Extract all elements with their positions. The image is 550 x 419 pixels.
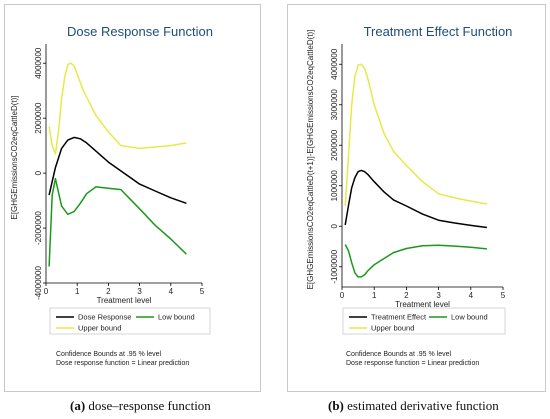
x-tick-label: 4 <box>469 291 474 300</box>
legend-label: Upper bound <box>371 324 414 333</box>
series-line-dose-response <box>48 136 187 205</box>
series-line-upper-bound <box>344 63 488 207</box>
x-tick-label: 0 <box>44 287 49 296</box>
y-tick-label: 4000000 <box>330 48 339 80</box>
legend-label: Dose Response <box>78 313 131 322</box>
y-tick-label: 1000000 <box>330 170 339 202</box>
legend-label: Treatment Effect <box>371 313 427 322</box>
y-tick-label: 2000000 <box>330 129 339 161</box>
legend-label: Low bound <box>451 313 488 322</box>
series-line-upper-bound <box>48 62 187 155</box>
x-tick-label: 1 <box>372 291 377 300</box>
panel-dose-response: Dose Response Function 0 1 2 3 4 5 -4000000 -20… <box>0 0 265 392</box>
x-tick-label: 3 <box>436 291 441 300</box>
caption-a-text: dose–response function <box>85 398 211 413</box>
y-axis-title: E[GHGEmissionsCO2eqCattleD(t+1)]-E[GHGEm… <box>306 30 315 290</box>
legend-label: Upper bound <box>78 324 121 333</box>
series-line-treatment-effect <box>344 169 487 229</box>
caption-a: (a) dose–response function <box>70 398 211 414</box>
plot-area: 0 1 2 3 4 5 -4000000 -2000000 0 2000000 4000000 Tre… <box>10 44 205 305</box>
y-tick-label: 2000000 <box>34 102 43 134</box>
chart-title: Treatment Effect Function <box>364 24 513 39</box>
x-tick-label: 2 <box>106 287 111 296</box>
chart-title: Dose Response Function <box>67 24 213 39</box>
x-tick-label: 1 <box>75 287 80 296</box>
x-tick-label: 5 <box>200 287 205 296</box>
legend: Treatment Effect Low bound Upper bound <box>342 307 506 335</box>
chart-note-function: Dose response function = Linear predicti… <box>346 360 480 367</box>
x-tick-label: 0 <box>340 291 345 300</box>
x-axis-title: Treatment level <box>97 296 152 305</box>
y-tick-label: -2000000 <box>34 211 43 245</box>
dose-response-chart: Dose Response Function 0 1 2 3 4 5 -4000000 -20… <box>10 24 213 335</box>
legend-label: Low bound <box>158 313 195 322</box>
x-axis-title: Treatment level <box>395 300 450 309</box>
chart-note-confidence: Confidence Bounds at .95 % level <box>346 351 452 358</box>
y-tick-label: -4000000 <box>34 266 43 300</box>
y-tick-label: 0 <box>330 223 339 228</box>
y-tick-label: -1000000 <box>330 249 339 283</box>
x-tick-label: 3 <box>137 287 142 296</box>
treatment-effect-chart: Treatment Effect Function 0 1 2 3 4 5 -1000000… <box>306 24 513 335</box>
caption-a-tag: (a) <box>70 398 86 413</box>
series-line-low-bound <box>344 244 487 278</box>
x-tick-label: 4 <box>169 287 174 296</box>
x-tick-label: 2 <box>404 291 409 300</box>
y-tick-label: 4000000 <box>34 47 43 79</box>
legend-box <box>342 307 506 335</box>
legend: Dose Response Low bound Upper bound <box>49 307 211 335</box>
panel-treatment-effect: Treatment Effect Function 0 1 2 3 4 5 -1000000… <box>283 0 550 392</box>
chart-note-function: Dose response function = Linear predicti… <box>56 360 190 367</box>
x-tick-label: 5 <box>501 291 506 300</box>
caption-b: (b) estimated derivative function <box>328 398 499 414</box>
y-tick-label: 3000000 <box>330 89 339 121</box>
y-axis-title: E[GHGEmissionsCO2eqCattleD(t)] <box>10 95 19 219</box>
caption-b-text: estimated derivative function <box>343 398 499 413</box>
chart-note-confidence: Confidence Bounds at .95 % level <box>56 351 162 358</box>
y-tick-label: 0 <box>34 170 43 175</box>
series-line-low-bound <box>48 177 187 267</box>
legend-box <box>49 307 211 335</box>
plot-area: 0 1 2 3 4 5-100000001000000200000030000004000… <box>306 30 506 309</box>
caption-b-tag: (b) <box>328 398 344 413</box>
